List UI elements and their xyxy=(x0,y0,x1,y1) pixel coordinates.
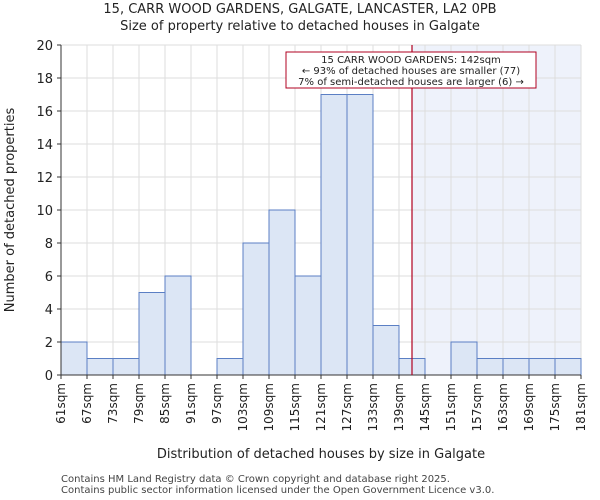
x-tick-label: 109sqm xyxy=(262,383,276,431)
footer-attribution-1: Contains HM Land Registry data © Crown c… xyxy=(61,474,450,485)
x-tick-label: 133sqm xyxy=(366,383,380,431)
x-tick-label: 97sqm xyxy=(210,383,224,424)
x-tick-label: 61sqm xyxy=(54,383,68,424)
x-tick-label: 145sqm xyxy=(418,383,432,431)
histogram-bar xyxy=(450,341,478,376)
histogram-bar xyxy=(138,292,166,376)
annotation-line: ← 93% of detached houses are smaller (77… xyxy=(302,66,520,77)
annotation-box xyxy=(285,51,537,89)
histogram-bar xyxy=(112,358,140,376)
histogram-bar xyxy=(268,209,296,376)
y-tick-label: 4 xyxy=(45,303,53,318)
histogram-bar xyxy=(294,275,322,376)
histogram-bar xyxy=(554,358,582,376)
annotation-line: 7% of semi-detached houses are larger (6… xyxy=(298,77,524,88)
histogram-bar xyxy=(476,358,504,376)
histogram-bar xyxy=(528,358,556,376)
histogram-bar xyxy=(502,358,530,376)
chart-subtitle: Size of property relative to detached ho… xyxy=(120,19,480,34)
x-tick-label: 151sqm xyxy=(444,383,458,431)
y-tick-label: 14 xyxy=(36,138,53,153)
x-tick-label: 163sqm xyxy=(496,383,510,431)
histogram-bar xyxy=(346,94,374,376)
footer-attribution-2: Contains public sector information licen… xyxy=(61,485,495,496)
x-tick-label: 67sqm xyxy=(80,383,94,424)
x-tick-label: 91sqm xyxy=(184,383,198,424)
x-tick-label: 85sqm xyxy=(158,383,172,424)
histogram-bar xyxy=(164,275,192,376)
y-tick-label: 10 xyxy=(36,204,53,219)
y-tick-label: 16 xyxy=(36,105,53,120)
x-tick-label: 127sqm xyxy=(340,383,354,431)
y-tick-label: 2 xyxy=(45,336,53,351)
x-tick-label: 79sqm xyxy=(132,383,146,424)
x-tick-label: 169sqm xyxy=(522,383,536,431)
x-tick-label: 139sqm xyxy=(392,383,406,431)
histogram-bar xyxy=(60,341,88,376)
histogram-bar xyxy=(372,325,400,376)
x-tick-label: 121sqm xyxy=(314,383,328,431)
y-tick-label: 12 xyxy=(36,171,53,186)
x-tick-label: 175sqm xyxy=(548,383,562,431)
y-tick-label: 20 xyxy=(36,39,53,54)
x-tick-label: 157sqm xyxy=(470,383,484,431)
y-axis-label: Number of detached properties xyxy=(3,108,18,313)
histogram-bar xyxy=(216,358,244,376)
y-tick-label: 8 xyxy=(45,237,53,252)
histogram-bar xyxy=(320,94,348,376)
histogram-bar xyxy=(242,242,270,376)
histogram-bar xyxy=(86,358,114,376)
x-tick-label: 103sqm xyxy=(236,383,250,431)
y-tick-label: 18 xyxy=(36,72,53,87)
chart-title: 15, CARR WOOD GARDENS, GALGATE, LANCASTE… xyxy=(103,2,497,17)
x-tick-label: 115sqm xyxy=(288,383,302,431)
x-axis-label: Distribution of detached houses by size … xyxy=(157,447,485,462)
x-tick-label: 181sqm xyxy=(574,383,588,431)
annotation-line: 15 CARR WOOD GARDENS: 142sqm xyxy=(321,55,501,66)
y-tick-label: 0 xyxy=(45,369,53,384)
x-tick-label: 73sqm xyxy=(106,383,120,424)
y-tick-label: 6 xyxy=(45,270,53,285)
